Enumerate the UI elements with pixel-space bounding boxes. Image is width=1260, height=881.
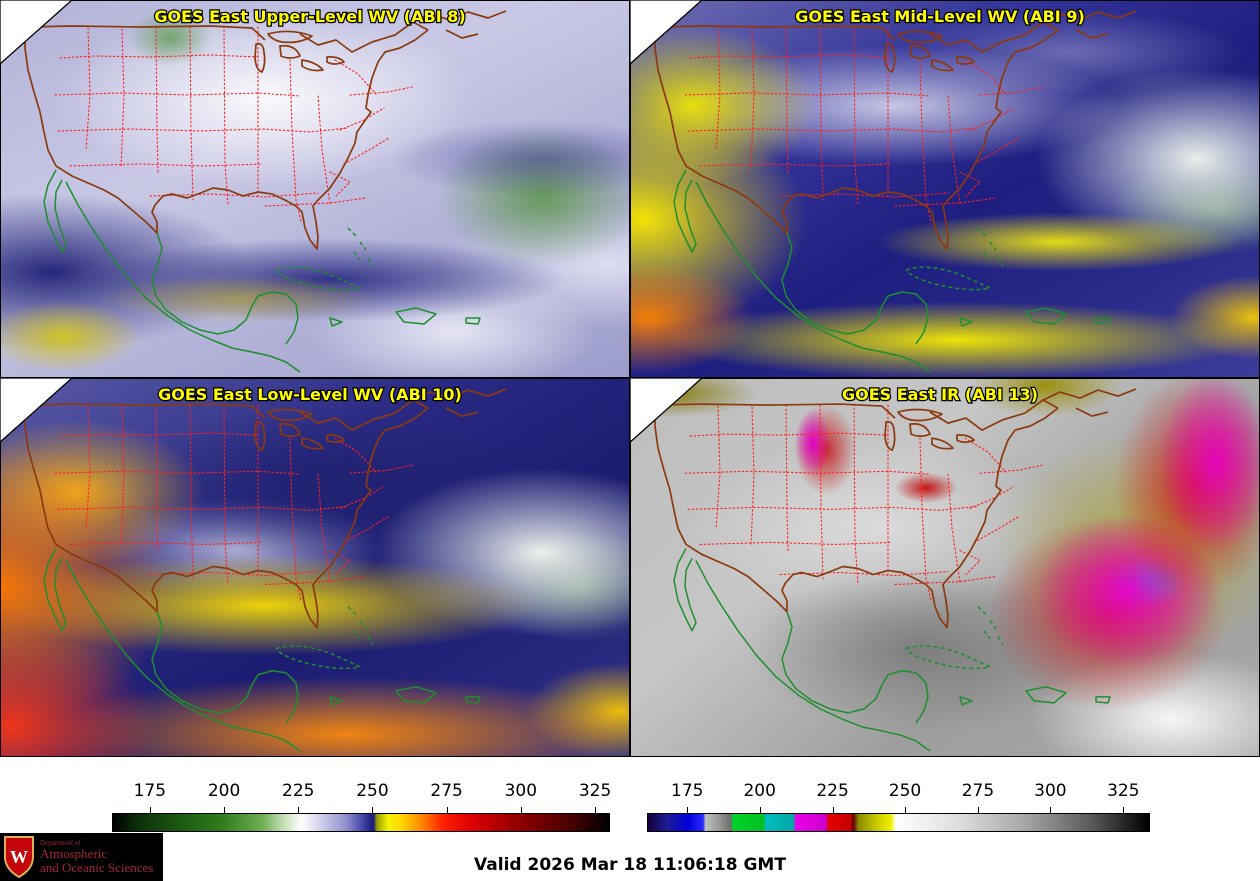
colorbar-tick-label: 175	[133, 781, 167, 801]
panel-ir-abi13: GOES East IR (ABI 13)	[630, 378, 1260, 757]
colorbar-tick-label: 300	[504, 781, 538, 801]
colorbar-tick-mark	[1050, 807, 1052, 813]
colorbar-tick-mark	[595, 807, 597, 813]
colorbar-tick-mark	[977, 807, 979, 813]
colorbar-tick-label: 325	[578, 781, 612, 801]
logo-line1: Atmospheric	[40, 846, 108, 862]
colorbar-tick-mark	[372, 807, 374, 813]
panel-title: GOES East Mid-Level WV (ABI 9)	[795, 7, 1085, 26]
colorbar-gradient	[112, 813, 610, 832]
map-overlay: GOES East Low-Level WV (ABI 10)	[0, 378, 507, 752]
logo-text: Department of Atmospheric and Oceanic Sc…	[40, 838, 154, 875]
colorbar-tick-label: 300	[1034, 781, 1067, 801]
colorbar-tick-label: 200	[743, 781, 776, 801]
uw-crest-icon: W	[4, 836, 34, 879]
colorbar-tick-mark	[759, 807, 761, 813]
colorbar-tick-mark	[446, 807, 448, 813]
wv-colorbar: 175 200 225 250 275 300 325	[112, 757, 612, 837]
colorbar-tick-label: 325	[1107, 781, 1140, 801]
colorbar-tick-label: 250	[888, 781, 922, 801]
panel-title: GOES East IR (ABI 13)	[842, 385, 1038, 404]
uw-monogram: W	[10, 847, 28, 867]
colorbar-tick-label: 175	[671, 781, 704, 801]
colorbar-tick-mark	[832, 807, 834, 813]
colorbar-gradient	[647, 813, 1150, 832]
colorbar-tick-mark	[520, 807, 522, 813]
valid-time-label: Valid 2026 Mar 18 11:06:18 GMT	[474, 855, 786, 875]
panel-low-level-wv-abi10: GOES East Low-Level WV (ABI 10)	[0, 378, 630, 757]
panel-mid-level-wv-abi9: GOES East Mid-Level WV (ABI 9)	[630, 0, 1260, 378]
panel-title: GOES East Upper-Level WV (ABI 8)	[154, 7, 465, 26]
colorbar-tick-mark	[149, 807, 151, 813]
logo-line2: and Oceanic Sciences	[40, 859, 154, 875]
uw-aos-logo: W Department of Atmospheric and Oceanic …	[0, 833, 163, 881]
map-overlay: GOES East Mid-Level WV (ABI 9)	[630, 0, 1137, 373]
footer: 175 200 225 250 275 300 325 175 200 225 250 275 300…	[0, 757, 1260, 881]
colorbar-tick-mark	[224, 807, 226, 813]
panel-title: GOES East Low-Level WV (ABI 10)	[158, 385, 462, 404]
colorbar-tick-label: 225	[816, 781, 849, 801]
map-overlay: GOES East Upper-Level WV (ABI 8)	[0, 0, 507, 373]
colorbar-tick-label: 250	[356, 781, 389, 801]
map-overlay: GOES East IR (ABI 13)	[630, 378, 1137, 752]
colorbar-tick-mark	[687, 807, 689, 813]
logo-dept-line: Department of	[40, 838, 81, 847]
colorbar-tick-label: 225	[282, 781, 315, 801]
colorbar-tick-mark	[1123, 807, 1125, 813]
colorbar-tick-label: 200	[207, 781, 241, 801]
colorbar-tick-label: 275	[430, 781, 463, 801]
colorbar-tick-mark	[298, 807, 300, 813]
panel-upper-level-wv-abi8: GOES East Upper-Level WV (ABI 8)	[0, 0, 630, 378]
colorbar-tick-label: 275	[961, 781, 995, 801]
panel-grid: GOES East Upper-Level WV (ABI 8) GOES Ea…	[0, 0, 1260, 757]
colorbar-tick-mark	[905, 807, 907, 813]
ir-colorbar: 175 200 225 250 275 300 325	[647, 757, 1150, 837]
